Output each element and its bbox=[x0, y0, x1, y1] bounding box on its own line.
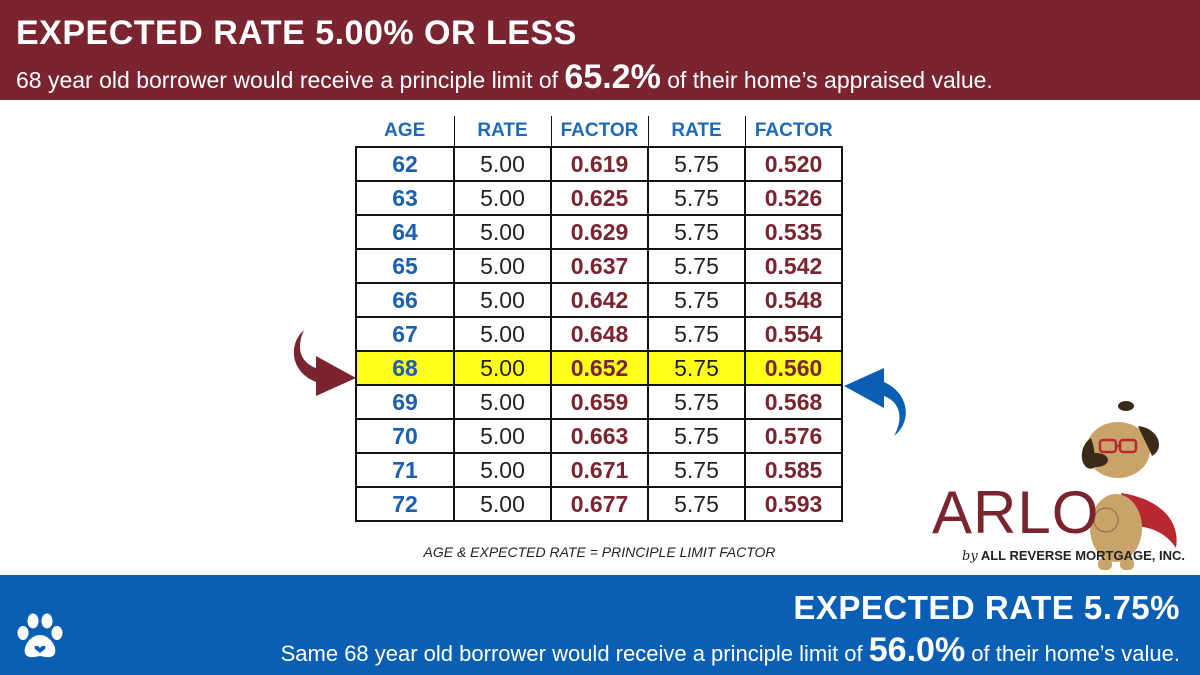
age-cell: 70 bbox=[356, 419, 454, 453]
factor-cell: 0.526 bbox=[745, 181, 842, 215]
age-cell: 65 bbox=[356, 249, 454, 283]
age-cell: 68 bbox=[356, 351, 454, 385]
logo-company-name: ALL REVERSE MORTGAGE, INC. bbox=[981, 548, 1185, 563]
rate-cell: 5.75 bbox=[648, 181, 745, 215]
table-row: 72 5.00 0.677 5.75 0.593 bbox=[356, 487, 842, 521]
column-header-rate-2: RATE bbox=[648, 116, 745, 147]
age-cell: 63 bbox=[356, 181, 454, 215]
factor-cell: 0.554 bbox=[745, 317, 842, 351]
rate-cell: 5.00 bbox=[454, 385, 551, 419]
rate-cell: 5.75 bbox=[648, 215, 745, 249]
table-body: 62 5.00 0.619 5.75 0.520 63 5.00 0.625 5.75 0.526… bbox=[356, 147, 842, 521]
bottom-subtitle-pre: Same 68 year old borrower would receive … bbox=[281, 641, 869, 666]
paw-icon bbox=[14, 611, 66, 663]
rate-cell: 5.00 bbox=[454, 147, 551, 181]
column-header-factor-1: FACTOR bbox=[551, 116, 648, 147]
age-cell: 62 bbox=[356, 147, 454, 181]
age-cell: 71 bbox=[356, 453, 454, 487]
table-row: 65 5.00 0.637 5.75 0.542 bbox=[356, 249, 842, 283]
logo-by-prefix: by bbox=[962, 549, 978, 564]
rate-cell: 5.00 bbox=[454, 419, 551, 453]
factor-cell: 0.585 bbox=[745, 453, 842, 487]
rate-cell: 5.75 bbox=[648, 249, 745, 283]
age-cell: 72 bbox=[356, 487, 454, 521]
table-row: 71 5.00 0.671 5.75 0.585 bbox=[356, 453, 842, 487]
table-row: 63 5.00 0.625 5.75 0.526 bbox=[356, 181, 842, 215]
rate-cell: 5.00 bbox=[454, 453, 551, 487]
factor-cell: 0.548 bbox=[745, 283, 842, 317]
rate-cell: 5.75 bbox=[648, 385, 745, 419]
curved-arrow-left-icon bbox=[842, 360, 914, 440]
rate-cell: 5.00 bbox=[454, 317, 551, 351]
bottom-subtitle-highlight: 56.0% bbox=[869, 631, 965, 669]
rate-cell: 5.00 bbox=[454, 181, 551, 215]
factor-cell: 0.648 bbox=[551, 317, 648, 351]
factor-cell: 0.663 bbox=[551, 419, 648, 453]
table-row: 67 5.00 0.648 5.75 0.554 bbox=[356, 317, 842, 351]
rate-cell: 5.00 bbox=[454, 249, 551, 283]
rate-cell: 5.00 bbox=[454, 283, 551, 317]
factor-cell: 0.542 bbox=[745, 249, 842, 283]
age-cell: 64 bbox=[356, 215, 454, 249]
bottom-subtitle-post: of their home’s value. bbox=[965, 641, 1180, 666]
rate-cell: 5.00 bbox=[454, 351, 551, 385]
column-header-age: AGE bbox=[356, 116, 454, 147]
factor-cell: 0.671 bbox=[551, 453, 648, 487]
factor-cell: 0.659 bbox=[551, 385, 648, 419]
factor-cell: 0.535 bbox=[745, 215, 842, 249]
column-header-factor-2: FACTOR bbox=[745, 116, 842, 147]
top-subtitle-highlight: 65.2% bbox=[564, 58, 660, 96]
factor-cell: 0.625 bbox=[551, 181, 648, 215]
table-caption: AGE & EXPECTED RATE = PRINCIPLE LIMIT FA… bbox=[355, 544, 844, 560]
table-header-row: AGE RATE FACTOR RATE FACTOR bbox=[356, 116, 842, 147]
factor-cell: 0.629 bbox=[551, 215, 648, 249]
table-row: 68 5.00 0.652 5.75 0.560 bbox=[356, 351, 842, 385]
rate-cell: 5.75 bbox=[648, 147, 745, 181]
principle-limit-table: AGE RATE FACTOR RATE FACTOR 62 5.00 0.619 5… bbox=[355, 116, 843, 522]
top-subtitle-pre: 68 year old borrower would receive a pri… bbox=[16, 67, 564, 93]
factor-cell: 0.652 bbox=[551, 351, 648, 385]
top-banner: EXPECTED RATE 5.00% OR LESS 68 year old … bbox=[0, 0, 1200, 100]
factor-cell: 0.642 bbox=[551, 283, 648, 317]
table-row: 62 5.00 0.619 5.75 0.520 bbox=[356, 147, 842, 181]
bottom-banner-subtitle: Same 68 year old borrower would receive … bbox=[281, 631, 1180, 670]
top-subtitle-post: of their home’s appraised value. bbox=[661, 67, 993, 93]
factor-cell: 0.560 bbox=[745, 351, 842, 385]
age-cell: 67 bbox=[356, 317, 454, 351]
factor-cell: 0.576 bbox=[745, 419, 842, 453]
rate-cell: 5.00 bbox=[454, 215, 551, 249]
factor-cell: 0.520 bbox=[745, 147, 842, 181]
bottom-banner-title: EXPECTED RATE 5.75% bbox=[793, 589, 1180, 627]
bottom-banner: EXPECTED RATE 5.75% Same 68 year old bor… bbox=[0, 575, 1200, 675]
rate-cell: 5.75 bbox=[648, 317, 745, 351]
arlo-logo-wordmark: ARLO bbox=[932, 478, 1099, 547]
factor-cell: 0.593 bbox=[745, 487, 842, 521]
factor-cell: 0.619 bbox=[551, 147, 648, 181]
table-row: 64 5.00 0.629 5.75 0.535 bbox=[356, 215, 842, 249]
arlo-logo-byline: by ALL REVERSE MORTGAGE, INC. bbox=[962, 548, 1185, 564]
rate-cell: 5.75 bbox=[648, 487, 745, 521]
table-row: 70 5.00 0.663 5.75 0.576 bbox=[356, 419, 842, 453]
table-row: 69 5.00 0.659 5.75 0.568 bbox=[356, 385, 842, 419]
rate-cell: 5.75 bbox=[648, 419, 745, 453]
column-header-rate-1: RATE bbox=[454, 116, 551, 147]
top-banner-title: EXPECTED RATE 5.00% OR LESS bbox=[16, 14, 577, 53]
factor-cell: 0.568 bbox=[745, 385, 842, 419]
rate-cell: 5.00 bbox=[454, 487, 551, 521]
rate-cell: 5.75 bbox=[648, 453, 745, 487]
age-cell: 69 bbox=[356, 385, 454, 419]
factor-cell: 0.677 bbox=[551, 487, 648, 521]
rate-cell: 5.75 bbox=[648, 283, 745, 317]
table-row: 66 5.00 0.642 5.75 0.548 bbox=[356, 283, 842, 317]
rate-cell: 5.75 bbox=[648, 351, 745, 385]
age-cell: 66 bbox=[356, 283, 454, 317]
top-banner-subtitle: 68 year old borrower would receive a pri… bbox=[16, 58, 993, 97]
factor-cell: 0.637 bbox=[551, 249, 648, 283]
curved-arrow-right-icon bbox=[286, 326, 358, 400]
